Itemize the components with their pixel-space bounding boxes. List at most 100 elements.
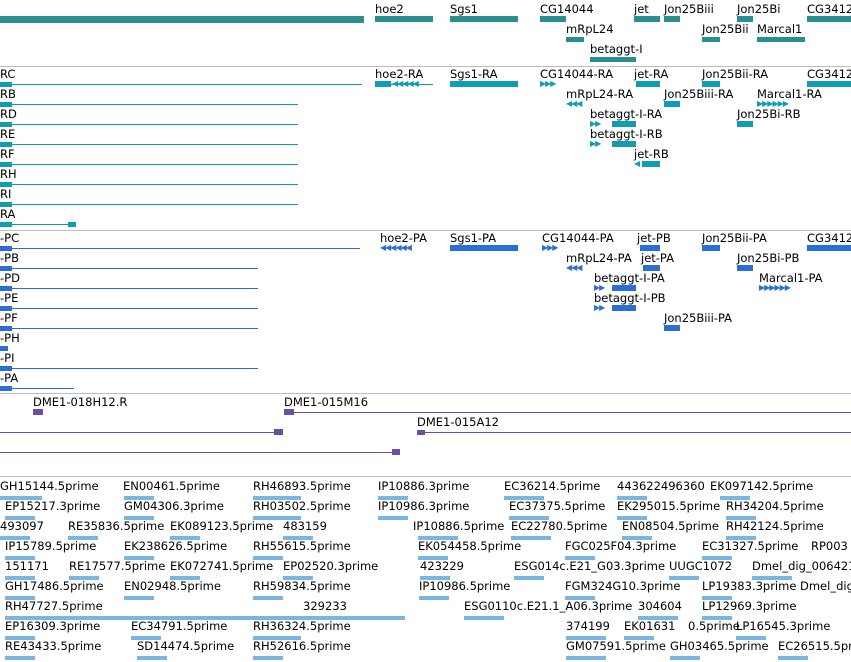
est-feature[interactable] (511, 536, 551, 540)
est-label[interactable]: RH59834.5prime (253, 579, 351, 593)
transcript-label[interactable]: RB (0, 87, 16, 101)
gene-bar[interactable] (590, 57, 636, 62)
est-label[interactable]: LP19383.3prime (702, 579, 797, 593)
est-label[interactable]: EP16309.3prime (5, 619, 101, 633)
est-feature[interactable] (253, 656, 283, 660)
est-label[interactable]: 483159 (283, 519, 327, 533)
protein-label[interactable]: betaggt-I-PA (594, 271, 665, 285)
protein-label[interactable]: -PB (0, 251, 19, 265)
transcript-label[interactable]: betaggt-I-RB (590, 127, 663, 141)
est-feature[interactable] (736, 636, 766, 640)
est-label[interactable]: RH03502.5prime (253, 499, 351, 513)
protein-line[interactable] (0, 308, 258, 309)
est-feature[interactable] (5, 656, 35, 660)
est-label[interactable]: EK072741.5prime (170, 559, 274, 573)
transcript-label[interactable]: betaggt-I-RA (590, 107, 663, 121)
est-label[interactable]: 374199 (566, 619, 610, 633)
est-label[interactable]: 423229 (420, 559, 464, 573)
est-label[interactable]: EK097142.5prime (710, 479, 814, 493)
est-label[interactable]: IP15789.5prime (5, 539, 97, 553)
est-label[interactable]: LP12969.3prime (702, 599, 797, 613)
transcript-label[interactable]: jet-RA (634, 67, 669, 81)
protein-label[interactable]: -PF (0, 311, 18, 325)
clone-label[interactable]: DME1-015A12 (417, 415, 499, 429)
est-feature[interactable] (253, 636, 301, 640)
est-feature[interactable] (752, 576, 792, 580)
gene-bar[interactable] (737, 16, 753, 22)
est-label[interactable]: EK01631 (624, 619, 676, 633)
clone-end[interactable] (284, 409, 294, 415)
transcript-label[interactable]: Jon25Bii-RA (702, 67, 769, 81)
est-feature[interactable] (253, 596, 283, 600)
gene-bar[interactable] (664, 16, 680, 22)
est-label[interactable]: RH55615.5prime (253, 539, 351, 553)
transcript-line[interactable] (0, 204, 298, 205)
est-label[interactable]: RE17577.5prime (69, 559, 166, 573)
protein-label[interactable]: -PI (0, 351, 15, 365)
est-feature[interactable] (124, 596, 154, 600)
est-label[interactable]: RH34204.5prime (726, 499, 824, 513)
est-label[interactable]: RP003 (811, 539, 848, 553)
est-feature[interactable] (617, 496, 647, 500)
est-label[interactable]: EP15217.3prime (5, 499, 101, 513)
est-label[interactable]: 443622496360 (617, 479, 705, 493)
est-feature[interactable] (702, 596, 732, 600)
protein-label[interactable]: Jon25Bii-PA (702, 231, 767, 245)
protein-label[interactable]: Sgs1-PA (450, 231, 497, 245)
est-label[interactable]: 493097 (0, 519, 44, 533)
est-label[interactable]: FGC025F04.3prime (565, 539, 677, 553)
transcript-label[interactable]: RD (0, 107, 17, 121)
transcript-line[interactable] (0, 124, 298, 125)
transcript-label[interactable]: RH (0, 167, 17, 181)
protein-label[interactable]: CG3412 (807, 231, 851, 245)
transcript-line[interactable] (0, 224, 76, 225)
est-label[interactable]: EC31327.5prime (702, 539, 799, 553)
est-feature[interactable] (726, 536, 756, 540)
gene-bar[interactable] (540, 16, 566, 22)
est-label[interactable]: Dmel_dig_006421_ (752, 559, 851, 573)
transcript-label[interactable]: RI (0, 187, 12, 201)
est-feature[interactable] (5, 636, 35, 640)
transcript-label[interactable]: RC (0, 67, 16, 81)
est-feature[interactable] (0, 496, 42, 500)
protein-label[interactable]: -PA (0, 371, 19, 385)
est-label[interactable]: EC36214.5prime (504, 479, 601, 493)
transcript-line[interactable] (375, 84, 433, 85)
est-feature[interactable] (638, 616, 678, 620)
gene-bar[interactable] (757, 37, 805, 42)
est-feature[interactable] (509, 516, 549, 520)
est-feature[interactable] (170, 576, 200, 580)
transcript-label[interactable]: Jon25Biii-RA (664, 87, 734, 101)
est-feature[interactable] (669, 576, 699, 580)
est-feature[interactable] (624, 636, 654, 640)
est-feature[interactable] (283, 576, 313, 580)
est-feature[interactable] (420, 576, 450, 580)
protein-label[interactable]: mRpL24-PA (566, 251, 632, 265)
gene-bar[interactable] (0, 16, 364, 23)
transcript-label[interactable]: Marcal1-RA (757, 87, 822, 101)
transcript-label[interactable]: Jon25Bi-RB (737, 107, 801, 121)
protein-label[interactable]: jet-PA (641, 251, 674, 265)
transcript-line[interactable] (0, 84, 362, 85)
clone-line[interactable] (294, 412, 851, 413)
transcript-label[interactable]: RA (0, 207, 16, 221)
gene-bar[interactable] (702, 37, 720, 42)
est-feature[interactable] (124, 496, 154, 500)
est-feature[interactable] (378, 496, 408, 500)
est-feature[interactable] (0, 536, 30, 540)
est-label[interactable]: 304604 (638, 599, 682, 613)
est-label[interactable]: EC37375.5prime (509, 499, 606, 513)
clone-line[interactable] (425, 432, 851, 433)
est-feature[interactable] (565, 596, 595, 600)
est-label[interactable]: GH15144.5prime (0, 479, 99, 493)
est-label[interactable]: GH17486.5prime (5, 579, 104, 593)
transcript-label[interactable]: CG14044-RA (540, 67, 614, 81)
est-label[interactable]: RH42124.5prime (726, 519, 824, 533)
est-feature[interactable] (5, 556, 35, 560)
est-feature[interactable] (5, 596, 35, 600)
transcript-line[interactable] (0, 164, 298, 165)
est-feature[interactable] (418, 536, 458, 540)
est-feature[interactable] (622, 536, 652, 540)
gene-label[interactable]: Sgs1 (450, 2, 478, 16)
est-label[interactable]: RH47727.5prime (5, 599, 103, 613)
